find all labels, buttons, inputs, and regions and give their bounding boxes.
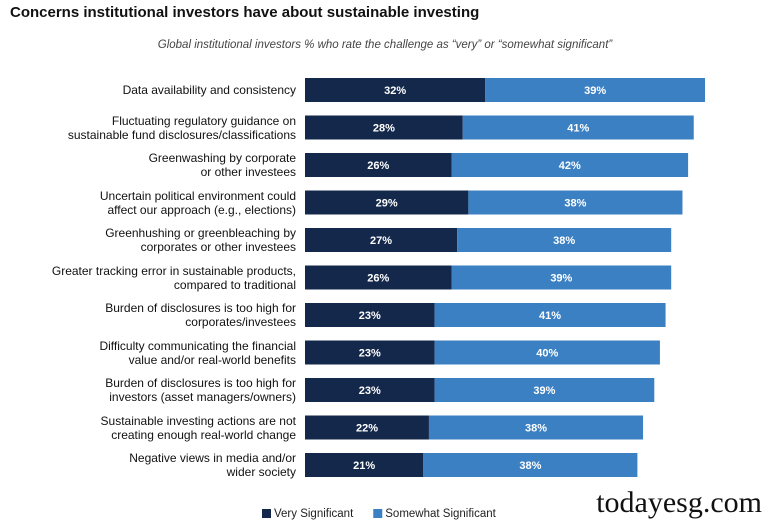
bar-segment — [305, 153, 452, 177]
chart-title: Concerns institutional investors have ab… — [10, 4, 479, 21]
category-label: Sustainable investing actions are not cr… — [100, 413, 296, 442]
value-label: 22% — [356, 422, 378, 434]
legend-label: Very Significant — [274, 508, 354, 520]
category-label: Data availability and consistency — [122, 83, 296, 97]
bar-segment — [457, 228, 672, 252]
bar-segment — [423, 453, 638, 477]
category-label: Fluctuating regulatory guidance on susta… — [67, 113, 296, 142]
value-label: 38% — [525, 422, 547, 434]
value-label: 39% — [533, 385, 555, 397]
legend-swatch — [373, 509, 383, 518]
bar-segment — [305, 228, 458, 252]
value-label: 26% — [367, 272, 389, 284]
value-label: 26% — [367, 160, 389, 172]
category-label: Difficulty communicating the financial v… — [99, 338, 296, 367]
legend-label: Somewhat Significant — [385, 508, 496, 520]
value-label: 40% — [536, 347, 558, 359]
bar-segment — [305, 340, 435, 365]
bar-segment — [305, 190, 469, 215]
bar-segment — [485, 78, 705, 102]
bar-segment — [305, 265, 452, 290]
bar-segment — [305, 303, 435, 327]
value-label: 41% — [567, 122, 589, 134]
watermark: todayesg.com — [596, 486, 762, 519]
value-label: 32% — [384, 85, 406, 97]
value-label: 23% — [359, 310, 381, 322]
bar-segment — [305, 453, 424, 477]
value-label: 42% — [559, 160, 581, 172]
bar-segment — [305, 415, 429, 440]
value-label: 41% — [539, 310, 561, 322]
bar-segment — [462, 115, 694, 140]
category-label: Uncertain political environment could af… — [99, 188, 296, 217]
bar-segment — [305, 78, 486, 102]
bar-segment — [434, 303, 666, 327]
bar-segment — [428, 415, 644, 440]
bar-segment — [468, 190, 683, 215]
category-label: Burden of disclosures is too high for in… — [105, 376, 296, 404]
chart-subtitle: Global institutional investors % who rat… — [158, 39, 614, 51]
value-label: 29% — [376, 197, 398, 209]
value-label: 39% — [550, 272, 572, 284]
bar-segment — [434, 378, 655, 402]
bar-segment — [451, 153, 689, 177]
bar-segment — [434, 340, 660, 365]
value-label: 28% — [373, 122, 395, 134]
category-label: Greenwashing by corporate or other inves… — [148, 151, 296, 179]
category-label: Greenhushing or greenbleaching by corpor… — [105, 226, 296, 254]
category-label: Negative views in media and/or wider soc… — [129, 451, 296, 479]
value-label: 38% — [553, 235, 575, 247]
value-label: 23% — [359, 385, 381, 397]
bar-segment — [451, 265, 672, 290]
value-label: 23% — [359, 347, 381, 359]
value-label: 38% — [519, 460, 541, 472]
legend-swatch — [262, 509, 271, 518]
bar-segment — [305, 378, 435, 402]
value-label: 39% — [584, 85, 606, 97]
value-label: 27% — [370, 235, 392, 247]
bar-segment — [305, 115, 463, 140]
value-label: 38% — [564, 197, 586, 209]
value-label: 21% — [353, 460, 375, 472]
category-label: Burden of disclosures is too high for co… — [105, 301, 296, 329]
category-label: Greater tracking error in sustainable pr… — [51, 263, 296, 292]
